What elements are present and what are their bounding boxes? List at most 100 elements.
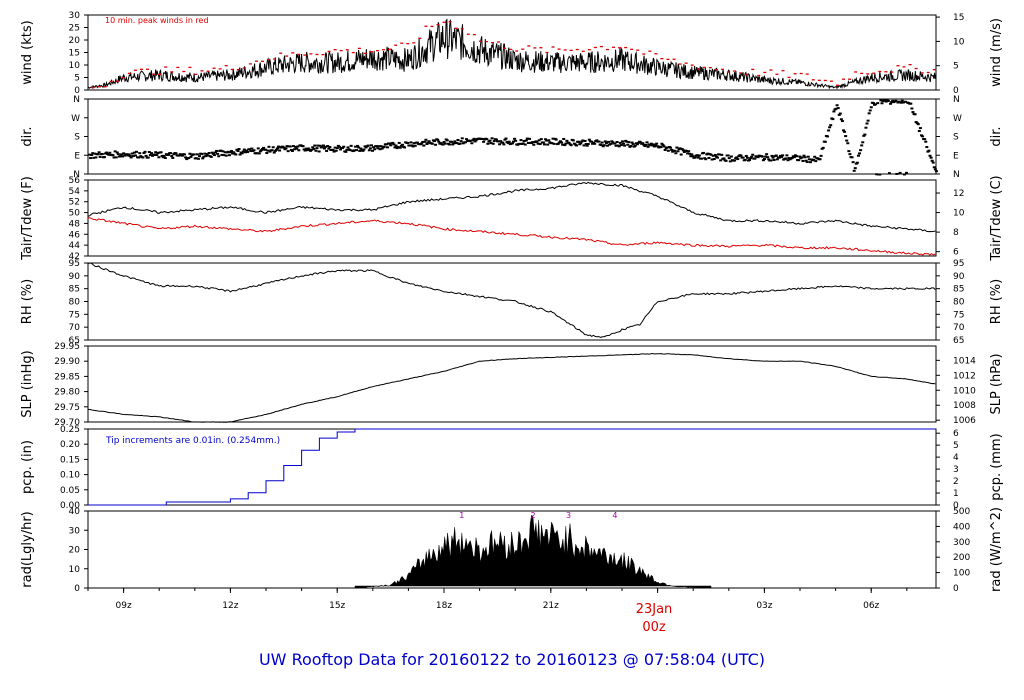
wind-dir-point — [137, 156, 141, 159]
wind-dir-point — [861, 141, 865, 144]
wind-dir-point — [189, 155, 193, 158]
wind-dir-point — [836, 107, 840, 110]
wind-dir-point — [89, 157, 93, 160]
ytick-label-right-rh: 80 — [953, 298, 965, 308]
wind-dir-point — [510, 142, 514, 145]
peak-wind-mark — [127, 72, 131, 75]
ytick-label-right-rad: 100 — [953, 569, 970, 579]
wind-dir-point — [337, 145, 341, 148]
wind-dir-point — [445, 139, 449, 142]
wind-dir-point — [689, 155, 693, 158]
peak-wind-mark — [829, 80, 833, 82]
wind-dir-point — [557, 141, 561, 144]
wind-dir-point — [268, 150, 272, 153]
wind-dir-point — [691, 155, 695, 158]
wind-dir-point — [130, 152, 134, 155]
wind-dir-point — [409, 141, 413, 144]
wind-dir-point — [115, 151, 119, 154]
ytick-label-left-dir: W — [71, 114, 80, 124]
wind-dir-point — [318, 144, 322, 147]
wind-dir-point — [886, 99, 890, 102]
wind-dir-point — [502, 143, 506, 146]
wind-dir-point — [625, 140, 629, 143]
ytick-label-left-temp: 50 — [69, 209, 81, 219]
wind-dir-point — [294, 145, 298, 148]
wind-dir-point — [531, 141, 535, 144]
wind-dir-point — [353, 145, 357, 148]
peak-wind-mark — [751, 68, 755, 71]
wind-dir-point — [646, 145, 650, 148]
wind-dir-point — [711, 154, 715, 157]
wind-dir-point — [878, 173, 882, 176]
wind-dir-point — [242, 148, 246, 151]
wind-dir-point — [887, 172, 891, 175]
wind-dir-point — [171, 156, 175, 159]
wind-dir-point — [678, 147, 682, 150]
wind-dir-point — [675, 146, 679, 149]
solar-mark-4: 4 — [612, 511, 617, 520]
peak-wind-mark — [133, 69, 137, 71]
wind-dir-point — [690, 153, 694, 156]
wind-dir-point — [492, 140, 496, 143]
wind-dir-point — [538, 143, 542, 146]
xtick-label: 21z — [543, 601, 559, 611]
wind-dir-point — [626, 143, 630, 146]
peak-wind-mark — [412, 42, 416, 44]
ylabel-left-dir: dir. — [20, 126, 35, 146]
wind-dir-point — [655, 142, 659, 145]
ylabel-right-pcp: pcp. (mm) — [989, 433, 1004, 500]
peak-wind-mark — [363, 52, 367, 55]
wind-dir-point — [604, 141, 608, 144]
wind-dir-point — [420, 142, 424, 145]
peak-wind-mark — [248, 63, 252, 65]
wind-dir-point — [693, 156, 697, 159]
wind-dir-point — [685, 149, 689, 152]
wind-dir-point — [289, 148, 293, 151]
wind-dir-point — [437, 140, 441, 143]
wind-dir-point — [651, 143, 655, 146]
ytick-label-right-rad: 200 — [953, 553, 970, 563]
ylabel-left-pcp: pcp. (in) — [20, 440, 35, 494]
wind-dir-point — [910, 107, 914, 110]
wind-dir-point — [821, 146, 825, 149]
panel-slp: SLP (inHg) SLP (hPa) 29.70 29.75 29.80 29.85 2… — [20, 342, 1004, 428]
peak-wind-mark — [472, 33, 476, 36]
wind-dir-point — [846, 142, 850, 145]
wind-dir-point — [790, 156, 794, 159]
wind-dir-point — [313, 144, 317, 147]
wind-dir-point — [564, 142, 568, 145]
wind-dir-point — [601, 145, 605, 148]
wind-dir-point — [277, 145, 281, 148]
wind-dir-point — [155, 154, 159, 157]
ytick-label-right-temp: 10 — [953, 209, 965, 219]
wind-dir-point — [743, 158, 747, 161]
ytick-label-left-temp: 56 — [69, 176, 81, 186]
wind-dir-point — [592, 141, 596, 144]
wind-dir-point — [236, 149, 240, 152]
ytick-label-left-pcp: 0.10 — [60, 471, 80, 481]
wind-dir-point — [585, 144, 589, 147]
wind-dir-point — [792, 156, 796, 159]
ytick-label-right-pcp: 1 — [953, 489, 959, 499]
wind-dir-point — [310, 148, 314, 151]
wind-dir-point — [648, 144, 652, 147]
wind-dir-point — [157, 156, 161, 159]
wind-dir-point — [617, 145, 621, 148]
ytick-label-right-temp: 8 — [953, 228, 959, 238]
wind-dir-point — [718, 153, 722, 156]
wind-dir-point — [868, 109, 872, 112]
peak-wind-mark — [91, 87, 95, 89]
wind-dir-point — [506, 142, 510, 145]
wind-dir-point — [400, 143, 404, 146]
wind-dir-point — [518, 142, 522, 145]
wind-dir-point — [889, 102, 893, 105]
wind-dir-point — [737, 155, 741, 158]
peak-wind-mark — [261, 60, 265, 62]
wind-dir-point — [296, 145, 300, 148]
wind-dir-point — [726, 154, 730, 157]
peak-wind-mark — [309, 53, 313, 55]
wind-dir-point — [542, 143, 546, 146]
wind-dir-point — [105, 151, 109, 154]
wind-dir-point — [863, 133, 867, 136]
